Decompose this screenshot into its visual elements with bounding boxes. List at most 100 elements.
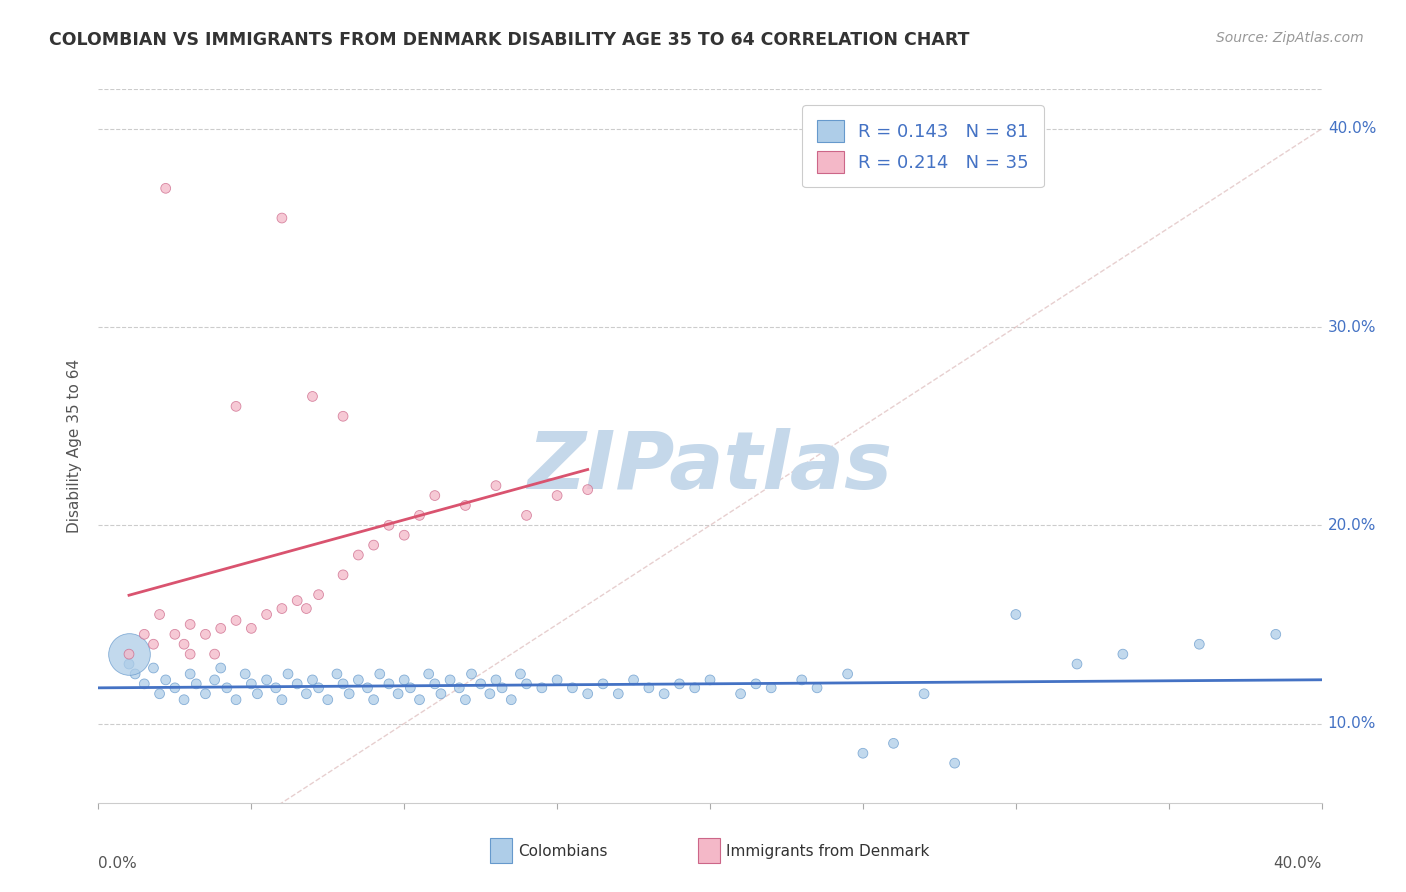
Point: [173, 692, 195, 706]
Point: [378, 677, 401, 691]
Y-axis label: Disability Age 35 to 64: Disability Age 35 to 64: [67, 359, 83, 533]
Point: [516, 677, 538, 691]
Point: [163, 627, 186, 641]
Point: [347, 673, 370, 687]
Point: [179, 617, 201, 632]
Point: [240, 677, 263, 691]
Point: [225, 692, 247, 706]
Point: [155, 673, 177, 687]
FancyBboxPatch shape: [489, 838, 512, 863]
Point: [530, 681, 553, 695]
Point: [240, 621, 263, 635]
Point: [301, 389, 323, 403]
Point: [118, 647, 141, 661]
Point: [1188, 637, 1211, 651]
Point: [204, 673, 226, 687]
Point: [118, 647, 141, 661]
Point: [270, 601, 292, 615]
Point: [912, 687, 935, 701]
Text: COLOMBIAN VS IMMIGRANTS FROM DENMARK DISABILITY AGE 35 TO 64 CORRELATION CHART: COLOMBIAN VS IMMIGRANTS FROM DENMARK DIS…: [49, 31, 970, 49]
Point: [430, 687, 453, 701]
Text: 40.0%: 40.0%: [1327, 121, 1376, 136]
Point: [124, 667, 146, 681]
Legend: R = 0.143   N = 81, R = 0.214   N = 35: R = 0.143 N = 81, R = 0.214 N = 35: [803, 105, 1043, 187]
Text: 20.0%: 20.0%: [1327, 517, 1376, 533]
Point: [561, 681, 583, 695]
Point: [883, 736, 905, 750]
Point: [264, 681, 287, 695]
Point: [501, 692, 523, 706]
Point: [683, 681, 706, 695]
Point: [301, 673, 323, 687]
Point: [516, 508, 538, 523]
Point: [806, 681, 828, 695]
Point: [730, 687, 752, 701]
Text: Colombians: Colombians: [517, 844, 607, 859]
Point: [387, 687, 409, 701]
Point: [209, 621, 232, 635]
Point: [485, 673, 508, 687]
Point: [134, 677, 156, 691]
Point: [449, 681, 471, 695]
Point: [546, 673, 568, 687]
Point: [637, 681, 661, 695]
Point: [149, 607, 172, 622]
Text: Immigrants from Denmark: Immigrants from Denmark: [725, 844, 929, 859]
Point: [142, 637, 165, 651]
Point: [332, 677, 354, 691]
Point: [392, 673, 416, 687]
Text: ZIPatlas: ZIPatlas: [527, 428, 893, 507]
FancyBboxPatch shape: [697, 838, 720, 863]
Point: [155, 181, 177, 195]
Point: [408, 692, 430, 706]
Point: [308, 681, 330, 695]
Point: [204, 647, 226, 661]
Point: [233, 667, 256, 681]
Point: [454, 499, 477, 513]
Point: [837, 667, 859, 681]
Point: [491, 681, 513, 695]
Point: [256, 673, 278, 687]
Point: [316, 692, 339, 706]
Text: 40.0%: 40.0%: [1274, 856, 1322, 871]
Text: 10.0%: 10.0%: [1327, 716, 1376, 731]
Point: [478, 687, 501, 701]
Point: [295, 687, 318, 701]
Point: [460, 667, 482, 681]
Point: [118, 657, 141, 671]
Point: [592, 677, 614, 691]
Point: [607, 687, 630, 701]
Point: [790, 673, 813, 687]
Point: [623, 673, 645, 687]
Point: [699, 673, 721, 687]
Point: [1264, 627, 1286, 641]
Point: [378, 518, 401, 533]
Point: [186, 677, 208, 691]
Point: [173, 637, 195, 651]
Point: [246, 687, 269, 701]
Point: [215, 681, 238, 695]
Point: [408, 508, 430, 523]
Point: [576, 483, 599, 497]
Point: [392, 528, 416, 542]
Point: [285, 593, 308, 607]
Point: [270, 211, 292, 225]
Point: [209, 661, 232, 675]
Point: [546, 489, 568, 503]
Point: [423, 489, 446, 503]
Point: [149, 687, 172, 701]
Point: [759, 681, 782, 695]
Point: [277, 667, 299, 681]
Point: [509, 667, 531, 681]
Point: [363, 538, 385, 552]
Point: [1112, 647, 1135, 661]
Point: [423, 677, 446, 691]
Point: [179, 647, 201, 661]
Point: [225, 614, 247, 628]
Point: [668, 677, 690, 691]
Point: [295, 601, 318, 615]
Point: [1004, 607, 1026, 622]
Point: [308, 588, 330, 602]
Point: [256, 607, 278, 622]
Point: [337, 687, 360, 701]
